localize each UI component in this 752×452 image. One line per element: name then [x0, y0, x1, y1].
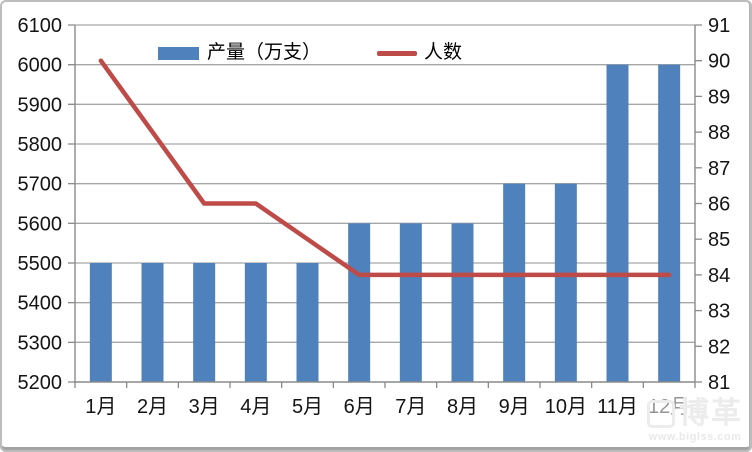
bar-1月: [89, 263, 112, 382]
x-axis-category-label: 4月: [240, 396, 271, 418]
bar-10月: [554, 183, 577, 382]
legend-label-people: 人数: [424, 42, 463, 63]
x-axis-category-label: 6月: [344, 396, 375, 418]
left-axis-tick-label: 5300: [18, 332, 63, 354]
bar-4月: [244, 263, 267, 382]
bar-2月: [141, 263, 164, 382]
left-axis-tick-label: 5500: [18, 253, 63, 275]
left-axis-tick-label: 5800: [18, 134, 63, 156]
legend-item-people: 人数: [377, 41, 462, 66]
right-axis-tick-label: 89: [708, 86, 730, 108]
left-axis-tick-label: 5400: [18, 293, 63, 315]
x-axis-category-label: 3月: [189, 396, 220, 418]
right-axis-tick-label: 84: [708, 265, 730, 287]
bar-12月: [658, 64, 681, 383]
right-axis-tick-label: 88: [708, 122, 730, 144]
x-axis-category-label: 11月: [597, 396, 638, 418]
bar-6月: [348, 223, 371, 382]
left-axis-tick-label: 6100: [18, 15, 63, 37]
left-axis-tick-label: 5200: [18, 372, 63, 394]
bar-7月: [399, 223, 422, 382]
bar-8月: [451, 223, 474, 382]
left-axis-tick-label: 5700: [18, 174, 63, 196]
legend: 产量（万支） 人数: [158, 41, 462, 66]
bar-9月: [503, 183, 526, 382]
right-axis-tick-label: 87: [708, 158, 730, 180]
x-axis-category-label: 1月: [85, 396, 116, 418]
right-axis-tick-label: 81: [708, 372, 730, 394]
legend-swatch-production-bar: [158, 46, 199, 60]
x-axis-category-label: 7月: [395, 396, 426, 418]
x-axis-category-label: 10月: [545, 396, 587, 418]
right-axis-tick-label: 90: [708, 51, 730, 73]
line-series: [98, 58, 672, 278]
right-axis-tick-label: 91: [708, 15, 730, 37]
right-axis-tick-label: 86: [708, 194, 730, 216]
left-axis-tick-label: 6000: [18, 55, 63, 77]
x-axis-category-label: 2月: [137, 396, 168, 418]
left-axis-tick-label: 5900: [18, 94, 63, 116]
legend-swatch-people-line: [377, 50, 418, 56]
left-axis-tick-label: 5600: [18, 213, 63, 235]
right-axis-tick-label: 82: [708, 336, 730, 358]
legend-label-production: 产量（万支）: [207, 42, 322, 63]
x-axis-category-label: 9月: [499, 396, 530, 418]
x-axis-category-label: 12月: [648, 396, 690, 418]
right-axis-tick-label: 85: [708, 229, 730, 251]
x-axis-category-label: 8月: [447, 396, 478, 418]
bar-11月: [606, 64, 629, 383]
legend-item-production: 产量（万支）: [158, 41, 321, 66]
right-axis-tick-label: 83: [708, 301, 730, 323]
x-axis-category-label: 5月: [292, 396, 323, 418]
bar-3月: [193, 263, 216, 382]
bar-5月: [296, 263, 319, 382]
